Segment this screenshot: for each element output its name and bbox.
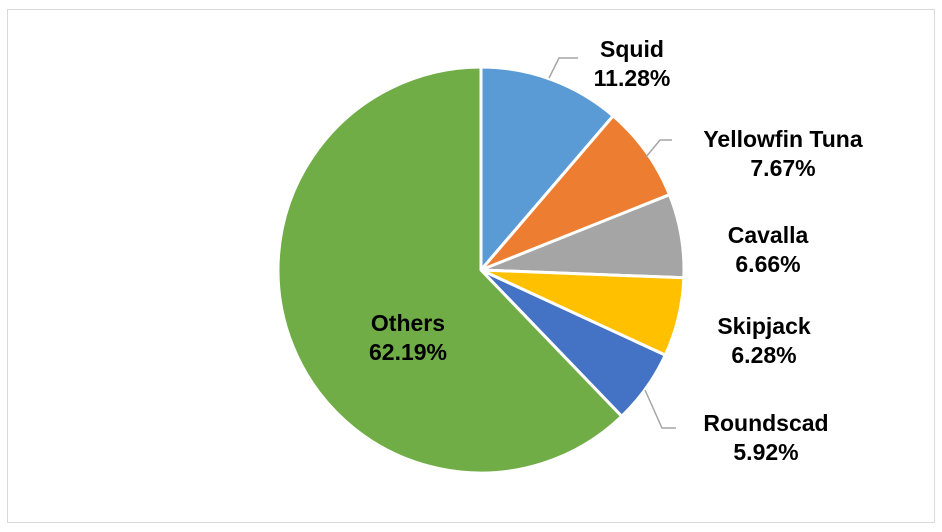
slice-label-roundscad: Roundscad [703, 410, 828, 436]
slice-value-cavalla: 6.66% [735, 251, 800, 277]
slice-label-squid: Squid [600, 36, 664, 62]
leader-lines [548, 57, 676, 429]
slice-value-roundscad: 5.92% [733, 439, 798, 465]
leader-line-squid [548, 57, 578, 79]
pie-slice-others [276, 65, 624, 475]
slice-value-skipjack: 6.28% [731, 342, 796, 368]
data-labels: Squid 11.28% Yellowfin Tuna 7.67% Cavalla 6.6… [369, 36, 863, 465]
pie-slice-yellowfin-tuna [479, 114, 672, 272]
slice-label-cavalla: Cavalla [728, 222, 809, 248]
leader-line-roundscad [644, 389, 676, 429]
pie-slice-squid [479, 65, 615, 272]
leader-line-yellowfin-tuna [645, 139, 672, 158]
slice-label-yellowfin-tuna: Yellowfin Tuna [703, 126, 863, 152]
slice-value-yellowfin-tuna: 7.67% [750, 155, 815, 181]
slice-label-others: Others [371, 310, 445, 336]
slice-value-squid: 11.28% [594, 65, 671, 91]
slice-value-others: 62.19% [369, 339, 447, 365]
slice-label-skipjack: Skipjack [717, 313, 811, 339]
pie-slices [276, 65, 686, 475]
